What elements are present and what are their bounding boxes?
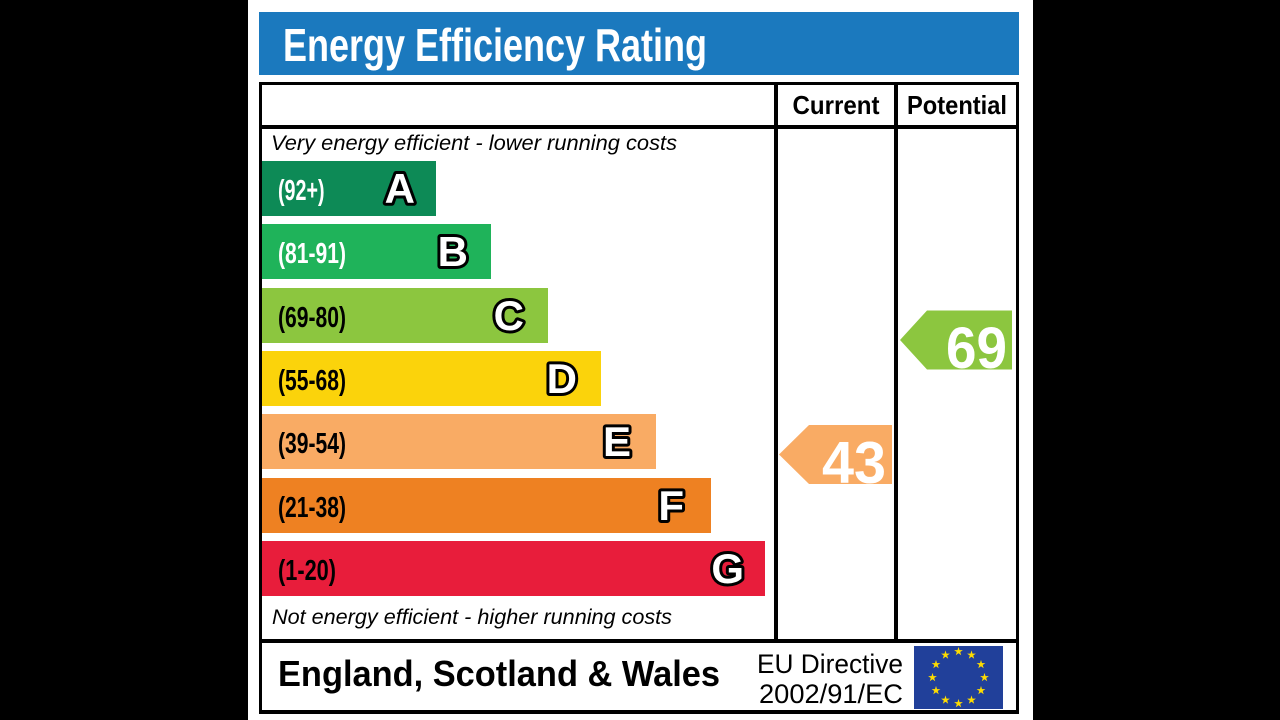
svg-text:43: 43 xyxy=(822,430,886,496)
svg-text:Potential: Potential xyxy=(907,90,1007,120)
svg-text:G: G xyxy=(711,545,744,592)
svg-text:(1-20): (1-20) xyxy=(278,555,336,587)
svg-text:Current: Current xyxy=(793,90,880,120)
svg-text:D: D xyxy=(547,355,577,402)
svg-text:2002/91/EC: 2002/91/EC xyxy=(759,679,903,709)
svg-text:Energy Efficiency Rating: Energy Efficiency Rating xyxy=(283,19,707,71)
svg-text:(39-54): (39-54) xyxy=(278,428,346,460)
svg-text:69: 69 xyxy=(946,316,1007,381)
svg-text:Very energy efficient - lower: Very energy efficient - lower running co… xyxy=(271,132,678,155)
svg-text:England, Scotland & Wales: England, Scotland & Wales xyxy=(278,653,720,694)
svg-text:E: E xyxy=(603,418,631,465)
svg-text:A: A xyxy=(385,165,415,212)
svg-text:Not energy efficient - higher: Not energy efficient - higher running co… xyxy=(272,606,673,629)
svg-text:EU Directive: EU Directive xyxy=(757,649,903,679)
svg-text:B: B xyxy=(438,228,468,275)
svg-text:(21-38): (21-38) xyxy=(278,492,346,524)
svg-text:(55-68): (55-68) xyxy=(278,365,346,397)
svg-text:(81-91): (81-91) xyxy=(278,238,346,270)
svg-text:C: C xyxy=(494,292,524,339)
svg-text:F: F xyxy=(658,482,684,529)
svg-text:(69-80): (69-80) xyxy=(278,302,346,334)
svg-text:(92+): (92+) xyxy=(278,175,325,207)
